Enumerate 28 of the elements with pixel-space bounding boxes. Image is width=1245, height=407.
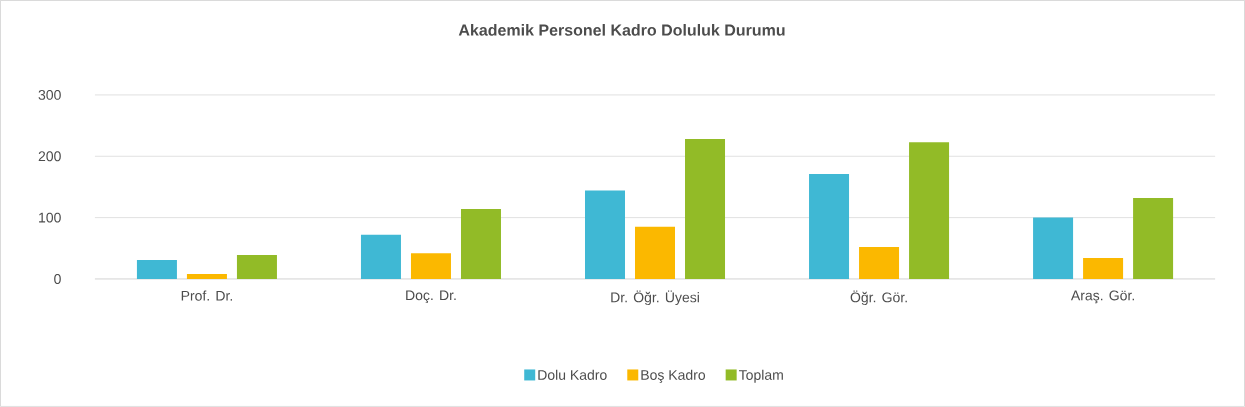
bar — [360, 234, 401, 279]
x-tick-label: Doç. Dr. — [406, 290, 456, 304]
y-tick-label: 100 — [39, 212, 61, 223]
bar — [859, 247, 900, 279]
bar — [809, 174, 850, 279]
bar — [585, 190, 626, 279]
bar — [909, 142, 950, 279]
bar — [1033, 217, 1074, 279]
y-tick-label: 200 — [38, 151, 61, 162]
bar — [410, 253, 451, 279]
bar — [685, 139, 726, 279]
x-tick-label: Öğr. Gör. — [850, 290, 907, 306]
y-tick-label: 300 — [38, 90, 61, 100]
bar — [635, 226, 676, 279]
bar — [1083, 258, 1124, 279]
x-tick-label: Prof. Dr. — [181, 290, 232, 301]
legend-label: Boş Kadro — [641, 369, 706, 383]
y-tick-label: 0 — [54, 274, 61, 284]
x-tick-label: Araş. Gör. — [1070, 290, 1134, 304]
bar — [136, 259, 177, 279]
bar — [236, 255, 277, 279]
bar — [460, 209, 501, 279]
chart-title: Akademik Personel Kadro Doluluk Durumu — [458, 24, 785, 36]
x-tick-label: Dr. Öğr. Üyesi — [611, 290, 699, 306]
bar — [1133, 198, 1174, 279]
legend-label: Toplam — [738, 369, 783, 383]
legend-label: Dolu Kadro — [538, 369, 607, 380]
bar — [186, 274, 227, 279]
